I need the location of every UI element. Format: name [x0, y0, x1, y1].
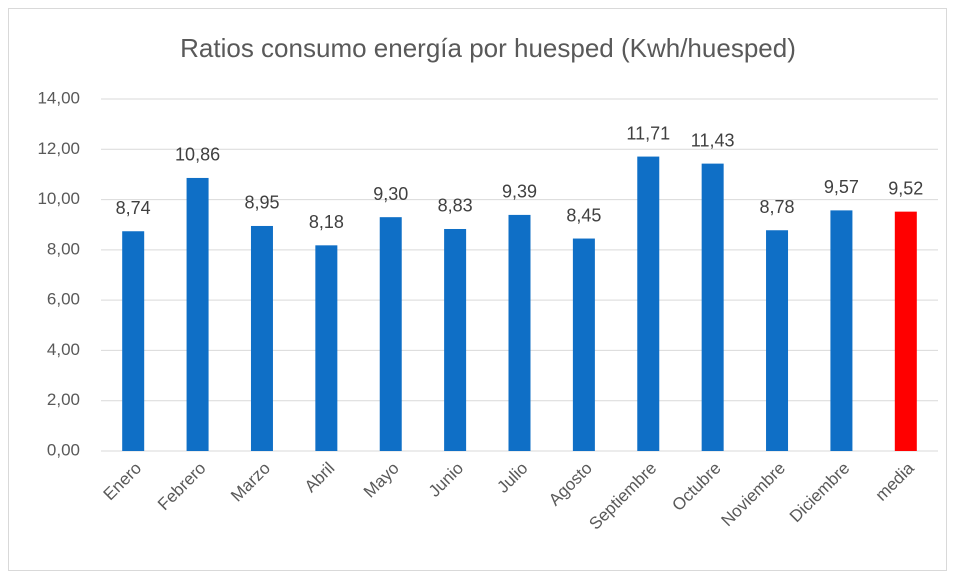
- chart-border: [8, 8, 947, 571]
- bar: [444, 228, 467, 451]
- data-label: 9,30: [373, 184, 408, 204]
- data-label: 9,52: [888, 178, 923, 198]
- y-tick-label: 14,00: [37, 88, 80, 107]
- bar: [186, 177, 209, 451]
- data-label: 8,95: [244, 193, 279, 213]
- y-tick-label: 4,00: [47, 340, 80, 359]
- data-label: 8,74: [116, 198, 151, 218]
- bar: [701, 163, 724, 452]
- data-label: 8,83: [438, 196, 473, 216]
- y-tick-label: 8,00: [47, 239, 80, 258]
- bar: [122, 231, 145, 451]
- y-tick-label: 12,00: [37, 139, 80, 158]
- bar: [766, 230, 789, 451]
- y-tick-label: 0,00: [47, 440, 80, 459]
- data-label: 8,45: [566, 205, 601, 225]
- bar: [250, 225, 273, 451]
- bar: [637, 156, 660, 451]
- bar: [894, 211, 917, 451]
- bar: [379, 217, 402, 451]
- chart-title: Ratios consumo energía por huesped (Kwh/…: [180, 33, 796, 63]
- data-label: 9,39: [502, 182, 537, 202]
- data-label: 8,18: [309, 212, 344, 232]
- y-tick-label: 2,00: [47, 390, 80, 409]
- data-label: 9,57: [824, 177, 859, 197]
- data-label: 11,71: [626, 123, 670, 143]
- bar: [830, 210, 853, 451]
- y-tick-label: 10,00: [37, 189, 80, 208]
- bar: [572, 238, 595, 451]
- data-label: 8,78: [760, 197, 795, 217]
- data-label: 11,43: [691, 130, 735, 150]
- bar: [508, 214, 531, 451]
- data-label: 10,86: [175, 145, 220, 165]
- bar: [315, 245, 338, 451]
- y-tick-label: 6,00: [47, 290, 80, 309]
